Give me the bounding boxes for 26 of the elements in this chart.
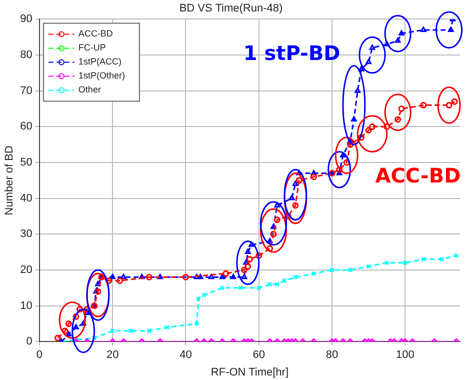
x-tick-label: 100 [396,349,414,362]
annotation: 1 stP-BD [243,40,340,65]
x-tick-label: 80 [326,349,338,362]
y-tick-label: 40 [20,192,32,204]
y-tick-label: 20 [20,264,32,276]
x-tick-label: 20 [106,349,119,362]
x-tick-label: 60 [252,349,265,362]
annotation: ACC-BD [375,163,461,188]
legend-label: ACC-BD [78,28,114,39]
legend-label: 1stP(ACC) [78,56,122,67]
chart-title: BD VS Time(Run-48) [179,2,283,15]
x-tick-label: 0 [36,349,42,362]
y-tick-label: 90 [20,13,32,26]
y-axis-title: Number of BD [4,146,16,216]
y-tick-label: 30 [20,228,32,240]
legend-label: FC-UP [78,42,106,53]
legend-label: Other [78,84,101,95]
y-tick-label: 60 [20,120,32,133]
y-tick-label: 10 [20,300,32,312]
x-axis-title: RF-ON Time[hr] [210,366,289,378]
y-tick-label: 70 [20,84,32,97]
y-tick-label: 0 [26,336,32,348]
x-tick-label: 40 [180,349,192,362]
legend-label: 1stP(Other) [78,70,125,81]
y-tick-label: 80 [20,49,32,62]
y-tick-label: 50 [20,156,32,169]
